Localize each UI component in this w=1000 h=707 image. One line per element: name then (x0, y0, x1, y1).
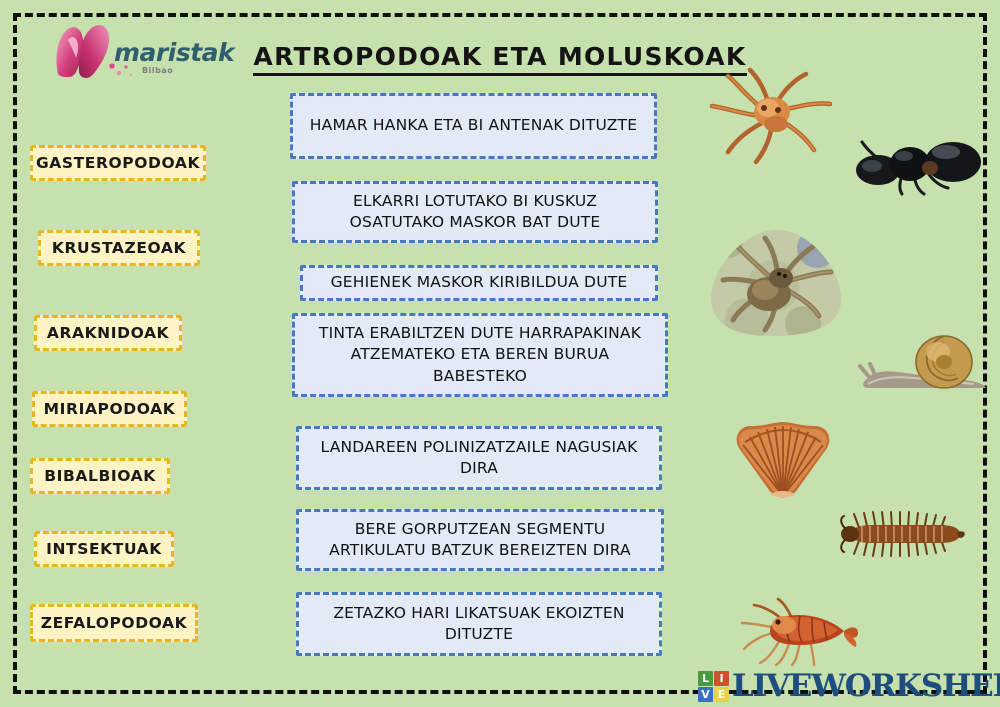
liveworksheets-tile: I (714, 670, 729, 686)
statement-box[interactable]: GEHIENEK MASKOR KIRIBILDUA DUTE (300, 265, 658, 301)
category-chip[interactable]: KRUSTAZEOAK (38, 230, 200, 266)
category-chip[interactable]: MIRIAPODOAK (32, 391, 187, 427)
statement-box[interactable]: HAMAR HANKA ETA BI ANTENAK DITUZTE (290, 93, 657, 159)
shrimp-photo (740, 597, 860, 667)
statement-box[interactable]: BERE GORPUTZEAN SEGMENTU ARTIKULATU BATZ… (296, 509, 664, 571)
logo-subtitle: Bilbao (142, 66, 174, 75)
liveworksheets-tile: E (714, 686, 729, 702)
category-chip[interactable]: GASTEROPODOAK (30, 145, 206, 181)
liveworksheets-watermark: LIVE LIVEWORKSHEETS (698, 668, 1000, 704)
liveworksheets-wordmark: LIVEWORKSHEETS (732, 667, 1000, 704)
ant-photo (848, 136, 988, 198)
octopus-photo (706, 66, 836, 171)
logo-dots-icon (109, 62, 135, 80)
statement-box[interactable]: ELKARRI LOTUTAKO BI KUSKUZ OSATUTAKO MAS… (292, 181, 658, 243)
category-chip[interactable]: ZEFALOPODOAK (30, 604, 198, 642)
school-logo: maristak Bilbao (52, 22, 235, 84)
page-title: ARTROPODOAK ETA MOLUSKOAK (0, 42, 1000, 76)
category-chip[interactable]: BIBALBIOAK (30, 458, 170, 494)
statement-box[interactable]: LANDAREEN POLINIZATZAILE NAGUSIAK DIRA (296, 426, 662, 490)
maristak-heart-logo-icon (52, 22, 114, 80)
statement-box[interactable]: ZETAZKO HARI LIKATSUAK EKOIZTEN DITUZTE (296, 592, 662, 656)
statement-box[interactable]: TINTA ERABILTZEN DUTE HARRAPAKINAK ATZEM… (292, 313, 668, 397)
scallop-photo (731, 420, 835, 502)
page-title-text: ARTROPODOAK ETA MOLUSKOAK (253, 42, 747, 76)
spider-photo (707, 228, 847, 338)
liveworksheets-tile: V (698, 686, 713, 702)
category-chip[interactable]: INTSEKTUAK (34, 531, 174, 567)
liveworksheets-tile: L (698, 670, 713, 686)
centipede-photo (840, 508, 966, 562)
logo-wordmark: maristak (114, 38, 235, 67)
snail-photo (858, 330, 990, 394)
category-chip[interactable]: ARAKNIDOAK (34, 315, 182, 351)
